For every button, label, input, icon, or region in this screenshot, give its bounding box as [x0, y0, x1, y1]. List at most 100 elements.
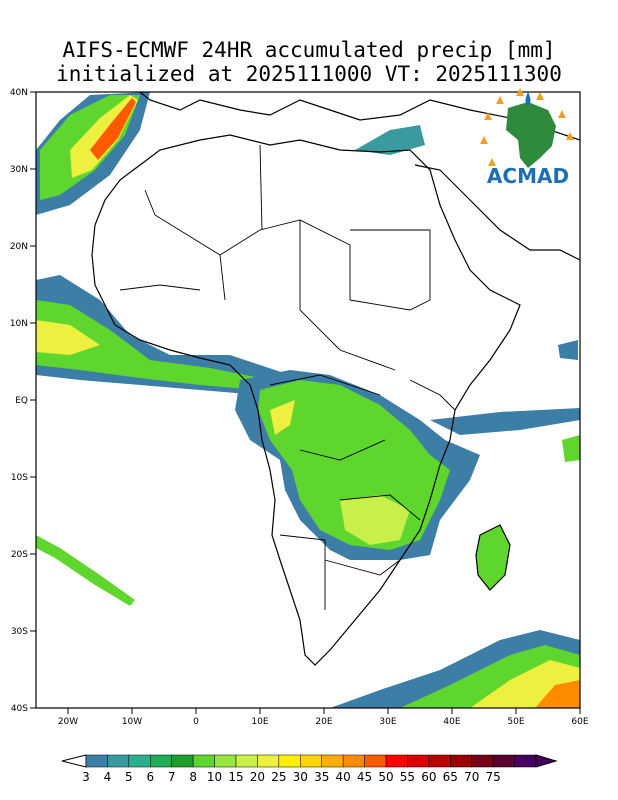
- colorbar-label: 3: [82, 770, 90, 784]
- colorbar-label: 40: [336, 770, 351, 784]
- colorbar-swatch: [257, 754, 280, 768]
- colorbar-label: 8: [189, 770, 197, 784]
- colorbar-label: 75: [486, 770, 501, 784]
- border-line: [259, 144, 263, 231]
- lon-label: 30E: [379, 717, 396, 727]
- border-line: [339, 494, 421, 521]
- border-line: [350, 229, 431, 300]
- lat-label: 30N: [10, 165, 28, 175]
- arabia-coastline: [414, 164, 580, 261]
- precip-area-southern-ocean-peak: [535, 680, 580, 708]
- colorbar-label: 20: [250, 770, 265, 784]
- precip-area-atlantic-itcz-core: [36, 320, 100, 355]
- border-line: [119, 284, 201, 291]
- madagascar-coastline: [475, 524, 511, 591]
- country-borders: [119, 144, 456, 610]
- precip-area-indian-ocean-2: [562, 435, 580, 462]
- colorbar-label: 45: [357, 770, 372, 784]
- acmad-logo: ACMAD: [480, 88, 574, 188]
- border-line: [299, 220, 396, 371]
- precip-area-south-atlantic: [36, 535, 135, 606]
- colorbar-swatch: [278, 754, 301, 768]
- lat-label: 30S: [11, 627, 28, 637]
- colorbar-label: 15: [228, 770, 243, 784]
- colorbar-label: 6: [146, 770, 154, 784]
- colorbar-swatch: [171, 754, 194, 768]
- colorbar-swatch: [321, 754, 344, 768]
- precip-area-madagascar: [476, 525, 510, 590]
- colorbar-swatch: [471, 754, 494, 768]
- colorbar-label: 55: [400, 770, 415, 784]
- africa-coastline: [91, 134, 521, 666]
- colorbar-swatch: [128, 754, 151, 768]
- colorbar-label: 5: [125, 770, 133, 784]
- colorbar-swatch: [107, 754, 130, 768]
- lat-label: 10S: [11, 473, 28, 483]
- europe-coastline: [139, 92, 580, 141]
- border-line: [349, 299, 431, 311]
- colorbar-label: 70: [464, 770, 479, 784]
- precip-fields: [36, 92, 580, 708]
- lon-label: 20E: [315, 717, 332, 727]
- precip-area-atlantic-itcz-inner: [36, 300, 260, 390]
- colorbar-label: 7: [168, 770, 176, 784]
- longitude-labels: 20W 10W 0 10E 20E 30E 40E 50E 60E: [58, 717, 589, 727]
- colorbar-swatch: [214, 754, 237, 768]
- lon-label: 40E: [443, 717, 460, 727]
- lon-label: 60E: [571, 717, 588, 727]
- lat-label: 40N: [10, 88, 28, 98]
- border-line: [299, 439, 386, 461]
- colorbar-arrow-low: [61, 754, 87, 768]
- precip-area-indian-ocean-3: [558, 340, 578, 360]
- lon-label: 50E: [507, 717, 524, 727]
- colorbar-swatch: [364, 754, 387, 768]
- colorbar-label: 30: [293, 770, 308, 784]
- colorbar-label: 60: [421, 770, 436, 784]
- border-line: [219, 219, 351, 300]
- raindrop-icon: [525, 92, 531, 106]
- colorbar-label: 65: [443, 770, 458, 784]
- colorbar: 3 4 5 6 7 8 10 15 20 25 30 35 40 45 50 55 60 65 70 75: [61, 754, 558, 784]
- colorbar-swatch: [492, 754, 515, 768]
- latitude-labels: 40N 30N 20N 10N EQ 10S 20S 30S 40S: [10, 88, 28, 714]
- lon-label: 0: [193, 717, 199, 727]
- colorbar-label: 50: [378, 770, 393, 784]
- precip-area-congo-core2: [340, 495, 410, 545]
- tick-marks: [30, 91, 581, 714]
- lat-label: 10N: [10, 319, 28, 329]
- colorbar-swatch: [450, 754, 472, 768]
- colorbar-swatch: [85, 754, 108, 768]
- lon-label: 20W: [58, 717, 78, 727]
- border-line: [409, 379, 456, 411]
- sun-rays-icon: [480, 88, 574, 166]
- colorbar-swatch: [192, 754, 215, 768]
- colorbar-label: 10: [207, 770, 222, 784]
- precip-area-indian-ocean-1: [430, 408, 580, 435]
- colorbar-swatch: [514, 754, 537, 768]
- border-line: [144, 189, 226, 301]
- border-line: [279, 534, 326, 610]
- precip-area-congo-core: [270, 400, 295, 435]
- lon-label: 10E: [251, 717, 268, 727]
- africa-logo-icon: [506, 102, 556, 168]
- border-line: [324, 559, 401, 576]
- title-line-1: AIFS-ECMWF 24HR accumulated precip [mm]: [62, 38, 556, 62]
- title-line-2: initialized at 2025111000 VT: 2025111300: [56, 62, 562, 86]
- colorbar-arrow-high: [535, 754, 558, 768]
- colorbar-swatch: [428, 754, 451, 768]
- coastlines: [91, 92, 580, 666]
- lat-label: EQ: [15, 396, 28, 406]
- lon-label: 10W: [122, 717, 142, 727]
- precip-area-northwest-peak: [90, 98, 136, 160]
- colorbar-swatch: [300, 754, 322, 768]
- colorbar-label: 4: [104, 770, 112, 784]
- colorbar-swatch: [407, 754, 430, 768]
- lat-label: 40S: [11, 704, 28, 714]
- lat-label: 20S: [11, 550, 28, 560]
- colorbar-swatch: [235, 754, 258, 768]
- colorbar-swatch: [385, 754, 408, 768]
- colorbar-swatch: [150, 754, 172, 768]
- lat-label: 20N: [10, 242, 28, 252]
- colorbar-label: 25: [271, 770, 286, 784]
